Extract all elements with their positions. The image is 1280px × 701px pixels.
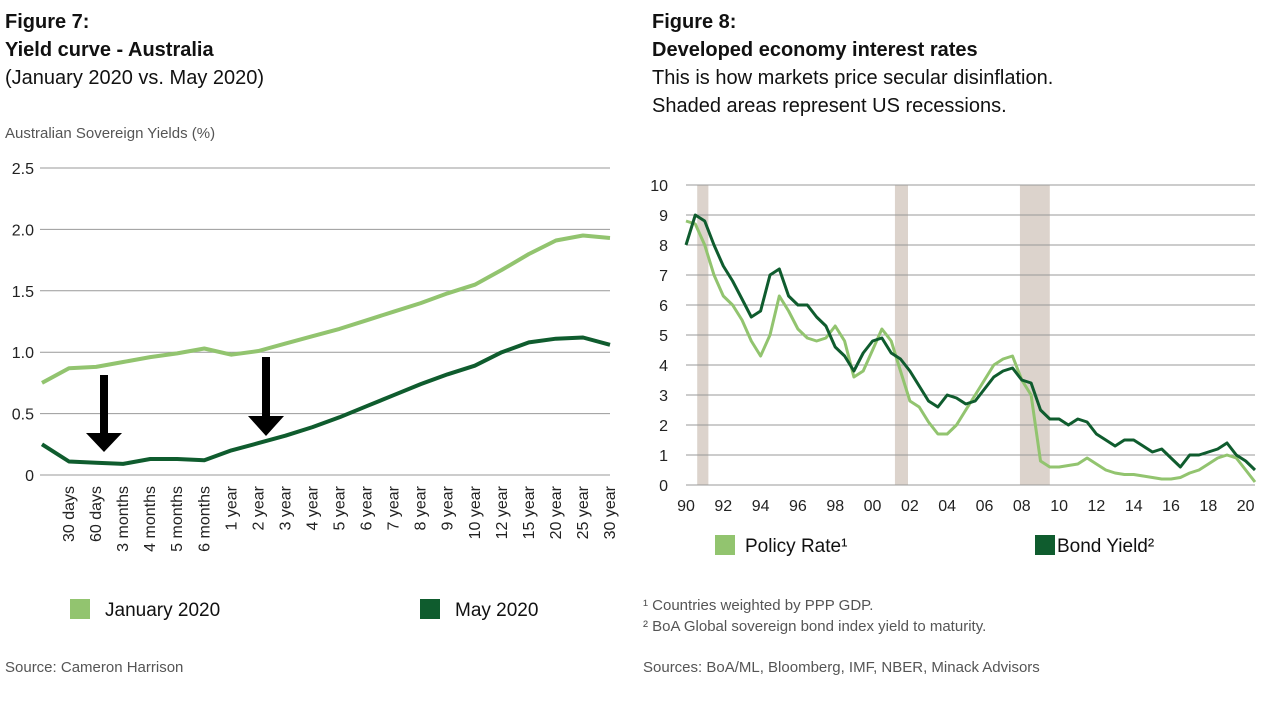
y-tick-label: 6 (659, 298, 668, 315)
y-tick-label: 1.0 (12, 345, 34, 362)
x-tick-label: 5 year (332, 485, 349, 530)
x-tick-label: 20 (1237, 498, 1255, 515)
arrow (248, 357, 284, 436)
x-tick-label: 6 months (196, 486, 213, 552)
chart-subtitle: (January 2020 vs. May 2020) (5, 67, 264, 89)
x-tick-label: 92 (714, 498, 732, 515)
legend-swatch (715, 535, 735, 555)
y-tick-label: 0 (25, 468, 34, 485)
y-tick-label: 1 (659, 448, 668, 465)
x-tick-label: 10 year (467, 485, 484, 539)
series-line (685, 219, 1257, 483)
y-tick-label: 1.5 (12, 284, 34, 301)
legend-label: January 2020 (105, 600, 220, 621)
source: Source: Cameron Harrison (5, 659, 183, 676)
x-tick-label: 9 year (440, 485, 457, 530)
legend-swatch (1035, 535, 1055, 555)
y-tick-label: 0.5 (12, 407, 34, 424)
x-tick-label: 90 (677, 498, 695, 515)
x-tick-label: 14 (1125, 498, 1143, 515)
legend-label: Bond Yield² (1057, 536, 1154, 557)
y-tick-label: 5 (659, 328, 668, 345)
x-tick-label: 98 (826, 498, 844, 515)
y-tick-label: 2.5 (12, 161, 34, 178)
annotation-arrows (86, 357, 284, 452)
x-tick-label: 25 year (575, 485, 592, 539)
chart-subtitle: This is how markets price secular disinf… (652, 67, 1053, 89)
figure-number: Figure 7: (5, 11, 89, 33)
y-tick-label: 2 (659, 418, 668, 435)
x-tick-label: 15 year (521, 485, 538, 539)
chart-title: Yield curve - Australia (5, 39, 214, 61)
x-tick-label: 30 year (602, 485, 619, 539)
y-tick-label: 4 (659, 358, 668, 375)
arrow (86, 375, 122, 452)
y-tick-label: 10 (650, 178, 668, 195)
y-tick-label: 9 (659, 208, 668, 225)
x-tick-label: 8 year (413, 485, 430, 530)
x-tick-label: 16 (1162, 498, 1180, 515)
x-tick-label: 30 days (61, 486, 78, 542)
x-tick-label: 12 year (494, 485, 511, 539)
series-line (40, 335, 611, 466)
x-tick-label: 18 (1199, 498, 1217, 515)
x-tick-label: 5 months (169, 486, 186, 552)
y-tick-label: 8 (659, 238, 668, 255)
x-tick-label: 94 (752, 498, 770, 515)
x-tick-label: 02 (901, 498, 919, 515)
legend-swatch (70, 599, 90, 619)
y-tick-label: 7 (659, 268, 668, 285)
y-tick-label: 3 (659, 388, 668, 405)
source: Sources: BoA/ML, Bloomberg, IMF, NBER, M… (643, 659, 1040, 676)
x-tick-label: 60 days (88, 486, 105, 542)
x-tick-label: 6 year (359, 485, 376, 530)
legend-label: May 2020 (455, 600, 538, 621)
x-tick-label: 3 months (115, 486, 132, 552)
x-tick-label: 7 year (386, 485, 403, 530)
x-tick-label: 1 year (223, 485, 240, 530)
series-line (41, 233, 611, 385)
x-tick-label: 96 (789, 498, 807, 515)
series-line (684, 213, 1257, 472)
x-tick-label: 20 year (548, 485, 565, 539)
x-tick-label: 10 (1050, 498, 1068, 515)
x-tick-label: 4 months (142, 486, 159, 552)
x-tick-label: 08 (1013, 498, 1031, 515)
legend-swatch (420, 599, 440, 619)
x-tick-label: 00 (864, 498, 882, 515)
x-tick-label: 06 (976, 498, 994, 515)
chart-subtitle: Shaded areas represent US recessions. (652, 95, 1007, 117)
chart-title: Developed economy interest rates (652, 39, 978, 61)
x-tick-label: 2 year (250, 485, 267, 530)
x-tick-label: 3 year (277, 485, 294, 530)
y-tick-label: 2.0 (12, 222, 34, 239)
footnote: ¹ Countries weighted by PPP GDP. (643, 597, 873, 614)
y-tick-label: 0 (659, 478, 668, 495)
x-tick-label: 12 (1088, 498, 1106, 515)
x-tick-label: 4 year (304, 485, 321, 530)
figure-number: Figure 8: (652, 11, 736, 33)
legend-label: Policy Rate¹ (745, 536, 847, 557)
y-axis-title: Australian Sovereign Yields (%) (5, 125, 215, 142)
x-tick-label: 04 (938, 498, 956, 515)
footnote: ² BoA Global sovereign bond index yield … (643, 618, 986, 635)
